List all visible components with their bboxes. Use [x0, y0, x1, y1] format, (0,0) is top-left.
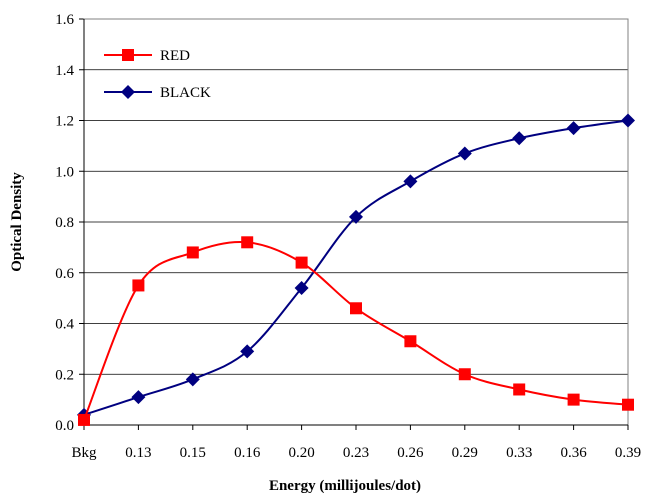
- data-point-red: [186, 246, 199, 259]
- data-point-red: [241, 236, 254, 249]
- y-tick-label: 1.2: [55, 114, 74, 130]
- series: [77, 113, 635, 426]
- y-axis-title: Optical Density: [9, 172, 25, 272]
- data-point-black: [240, 344, 255, 359]
- x-tick-label: 0.36: [560, 445, 587, 461]
- x-tick-label: 0.39: [615, 445, 641, 461]
- data-point-red: [567, 393, 580, 406]
- y-tick-label: 1.0: [55, 164, 74, 180]
- x-tick-label: 0.20: [288, 445, 314, 461]
- series-line-red: [83, 240, 629, 421]
- x-tick-label: 0.23: [343, 445, 369, 461]
- data-point-black: [131, 390, 146, 405]
- data-point-black: [403, 174, 418, 189]
- y-tick-label: 0.4: [55, 317, 74, 333]
- y-tick-labels: 0.0 0.2 0.4 0.6 0.8 1.0 1.2 1.4 1.6: [55, 12, 74, 434]
- x-tick-label: 0.33: [506, 445, 532, 461]
- data-point-red: [350, 302, 362, 315]
- legend-marker-black: [121, 85, 135, 99]
- x-tick-label: 0.13: [125, 445, 151, 461]
- data-point-black: [566, 121, 581, 136]
- y-tick-label: 1.4: [55, 63, 74, 79]
- y-tick-label: 0.0: [55, 418, 74, 434]
- x-tick-label: 0.16: [234, 445, 261, 461]
- data-point-red: [132, 279, 145, 292]
- data-point-red: [404, 335, 417, 348]
- data-point-red: [458, 368, 471, 381]
- legend: RED BLACK: [104, 48, 211, 101]
- legend-label-red: RED: [160, 48, 190, 64]
- legend-marker-red: [122, 49, 134, 61]
- x-tick-label: Bkg: [71, 445, 97, 461]
- data-point-red: [295, 256, 308, 269]
- data-point-red: [513, 383, 526, 396]
- data-point-red: [78, 413, 90, 426]
- x-tick-label: 0.29: [452, 445, 478, 461]
- data-point-black: [294, 280, 309, 295]
- y-tick-label: 0.8: [55, 215, 74, 231]
- data-point-black: [457, 146, 472, 161]
- data-point-black: [185, 372, 200, 387]
- data-point-red: [622, 398, 634, 411]
- data-point-black: [621, 113, 635, 128]
- x-tick-labels: Bkg 0.13 0.15 0.16 0.20 0.23 0.26 0.29 0.33 0.36 0…: [71, 445, 641, 461]
- y-tick-label: 1.6: [55, 12, 74, 28]
- legend-label-black: BLACK: [160, 85, 211, 101]
- x-axis-title: Energy (millijoules/dot): [269, 478, 421, 494]
- x-tick-label: 0.26: [397, 445, 424, 461]
- y-tick-label: 0.6: [55, 266, 74, 282]
- y-tick-label: 0.2: [55, 367, 74, 383]
- series-line-black: [83, 119, 629, 416]
- gridlines: [79, 18, 629, 430]
- data-point-black: [512, 131, 527, 146]
- data-point-black: [349, 209, 363, 224]
- x-tick-label: 0.15: [180, 445, 206, 461]
